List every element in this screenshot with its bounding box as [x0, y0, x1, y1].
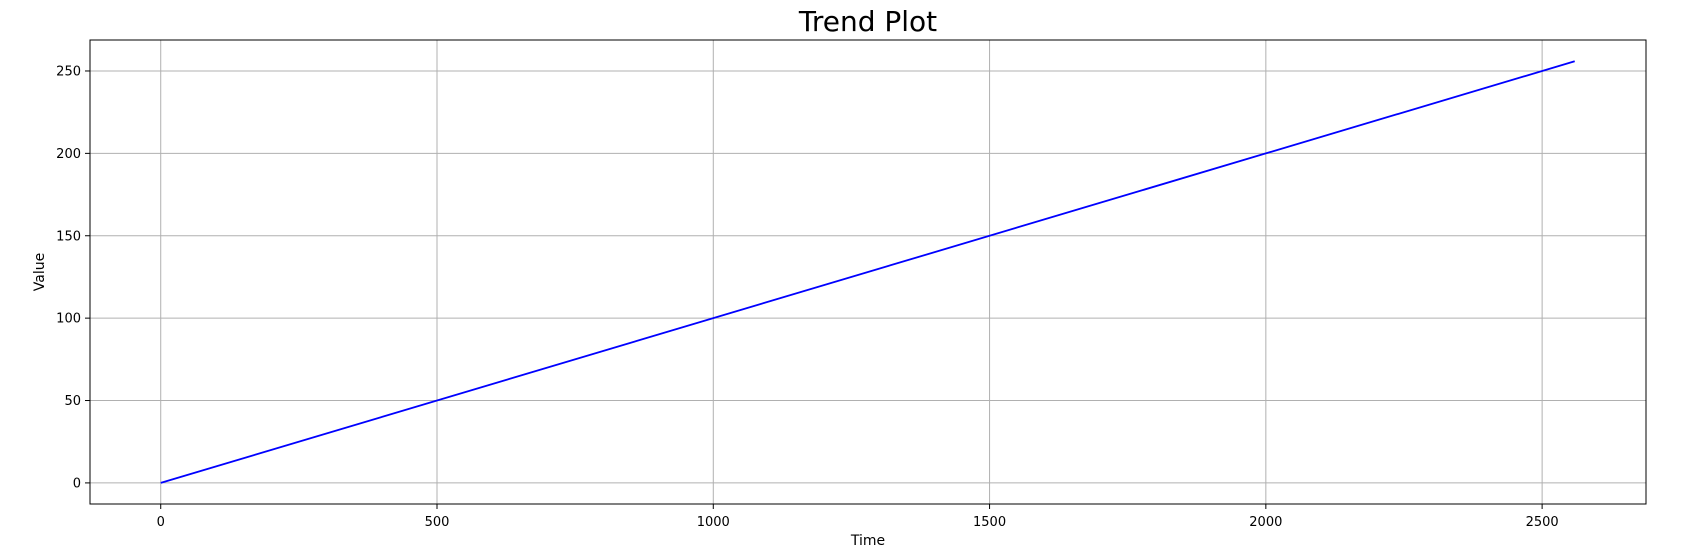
series-line — [160, 60, 1575, 484]
y-tick-label: 0 — [73, 476, 81, 491]
x-axis-label: Time — [850, 533, 885, 549]
y-tick-label: 150 — [56, 229, 81, 244]
y-axis-ticks: 0 50 100 150 200 250 — [56, 64, 90, 491]
x-axis-ticks: 0 500 1000 1500 2000 2500 — [157, 504, 1559, 530]
plot-frame — [89, 39, 1647, 505]
x-tick-label: 0 — [157, 515, 165, 530]
x-tick-label: 1000 — [697, 515, 730, 530]
y-tick-label: 50 — [64, 394, 81, 409]
y-tick-label: 200 — [56, 147, 81, 162]
y-tick-label: 250 — [56, 64, 81, 79]
chart-title: Trend Plot — [798, 5, 937, 38]
x-tick-label: 2000 — [1249, 515, 1282, 530]
x-tick-label: 500 — [425, 515, 450, 530]
x-tick-label: 2500 — [1526, 515, 1559, 530]
series-group — [160, 60, 1575, 484]
x-tick-label: 1500 — [973, 515, 1006, 530]
grid — [90, 40, 1646, 504]
y-tick-label: 100 — [56, 312, 81, 327]
y-axis-label: Value — [32, 253, 48, 291]
